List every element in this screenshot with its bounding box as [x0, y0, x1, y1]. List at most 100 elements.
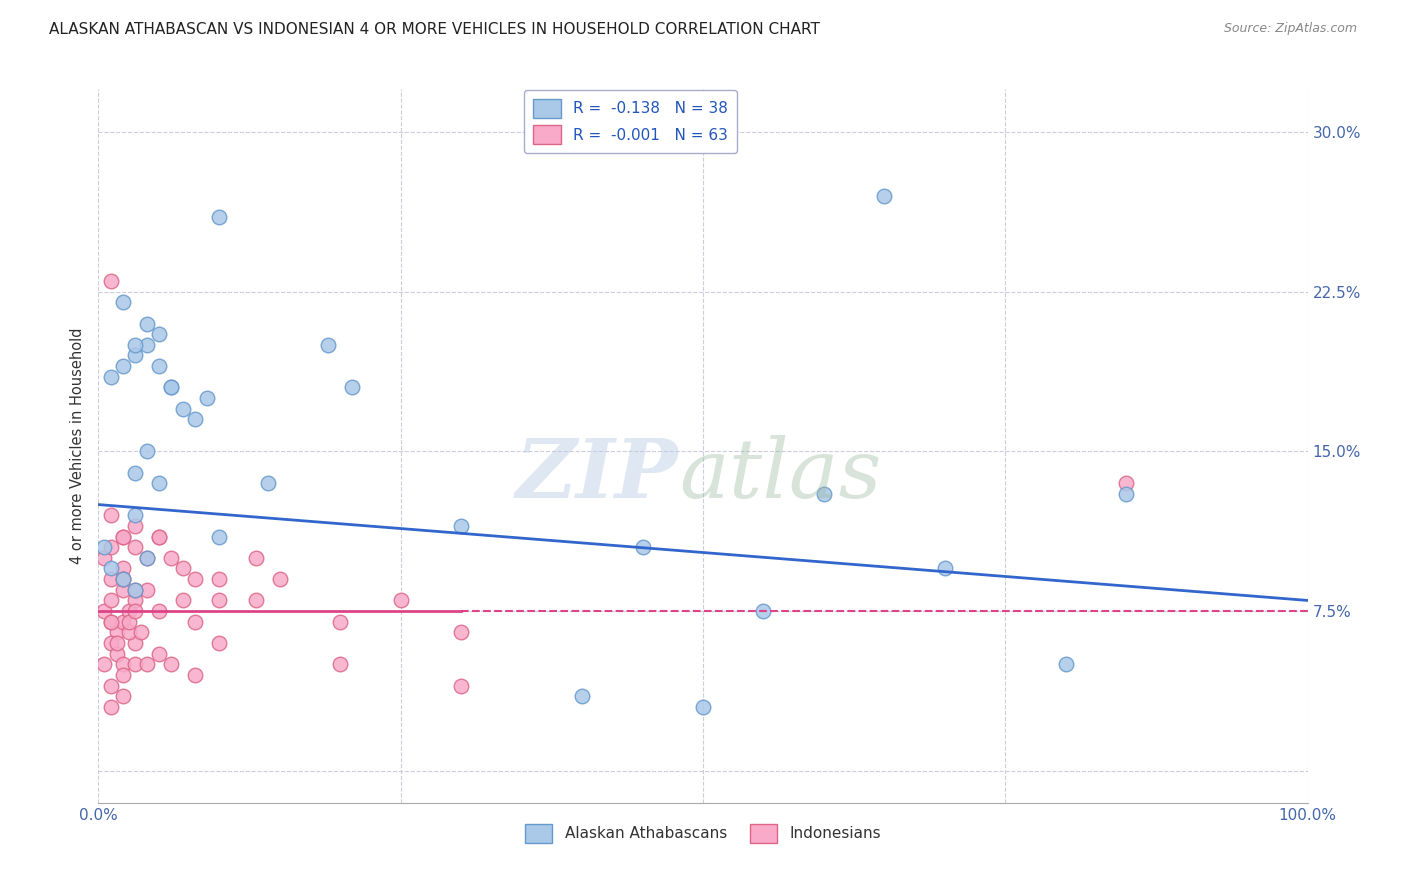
Point	[269, 572, 291, 586]
Point	[124, 540, 146, 554]
Point	[692, 700, 714, 714]
Point	[124, 519, 146, 533]
Point	[129, 625, 152, 640]
Point	[135, 550, 157, 565]
Point	[316, 338, 339, 352]
Point	[100, 572, 122, 586]
Point	[208, 636, 231, 650]
Point	[135, 444, 157, 458]
Point	[124, 508, 146, 523]
Point	[111, 359, 134, 373]
Point	[208, 572, 231, 586]
Point	[111, 561, 134, 575]
Point	[111, 295, 134, 310]
Point	[100, 679, 122, 693]
Point	[160, 380, 183, 394]
Point	[105, 625, 128, 640]
Point	[100, 274, 122, 288]
Point	[329, 657, 352, 672]
Point	[100, 561, 122, 575]
Point	[100, 615, 122, 629]
Text: atlas: atlas	[679, 434, 882, 515]
Point	[148, 647, 170, 661]
Point	[135, 550, 157, 565]
Point	[160, 380, 183, 394]
Point	[329, 615, 352, 629]
Point	[118, 615, 141, 629]
Point	[100, 369, 122, 384]
Point	[934, 561, 956, 575]
Point	[450, 519, 472, 533]
Point	[135, 338, 157, 352]
Point	[450, 679, 472, 693]
Point	[245, 593, 267, 607]
Point	[1054, 657, 1077, 672]
Point	[873, 188, 896, 202]
Point	[1115, 476, 1137, 491]
Point	[148, 327, 170, 342]
Point	[389, 593, 412, 607]
Point	[631, 540, 654, 554]
Point	[184, 668, 207, 682]
Point	[100, 540, 122, 554]
Point	[184, 572, 207, 586]
Point	[160, 550, 183, 565]
Point	[100, 508, 122, 523]
Point	[172, 593, 194, 607]
Point	[100, 615, 122, 629]
Point	[111, 657, 134, 672]
Point	[148, 359, 170, 373]
Point	[195, 391, 218, 405]
Point	[124, 593, 146, 607]
Point	[172, 401, 194, 416]
Point	[752, 604, 775, 618]
Point	[111, 690, 134, 704]
Point	[124, 466, 146, 480]
Point	[100, 636, 122, 650]
Point	[124, 338, 146, 352]
Point	[184, 615, 207, 629]
Point	[172, 561, 194, 575]
Point	[111, 582, 134, 597]
Point	[208, 529, 231, 543]
Point	[1115, 487, 1137, 501]
Point	[111, 572, 134, 586]
Point	[93, 540, 115, 554]
Point	[813, 487, 835, 501]
Point	[135, 317, 157, 331]
Point	[111, 668, 134, 682]
Point	[105, 636, 128, 650]
Text: Source: ZipAtlas.com: Source: ZipAtlas.com	[1223, 22, 1357, 36]
Point	[93, 657, 115, 672]
Point	[245, 550, 267, 565]
Point	[450, 625, 472, 640]
Point	[160, 657, 183, 672]
Point	[93, 604, 115, 618]
Point	[105, 647, 128, 661]
Point	[124, 582, 146, 597]
Point	[118, 604, 141, 618]
Point	[124, 657, 146, 672]
Y-axis label: 4 or more Vehicles in Household: 4 or more Vehicles in Household	[70, 327, 86, 565]
Point	[135, 582, 157, 597]
Point	[124, 349, 146, 363]
Point	[148, 529, 170, 543]
Point	[100, 700, 122, 714]
Point	[148, 604, 170, 618]
Point	[571, 690, 593, 704]
Point	[184, 412, 207, 426]
Point	[135, 657, 157, 672]
Point	[256, 476, 278, 491]
Point	[208, 210, 231, 224]
Point	[124, 636, 146, 650]
Point	[111, 615, 134, 629]
Point	[148, 529, 170, 543]
Text: ZIP: ZIP	[516, 434, 679, 515]
Point	[342, 380, 364, 394]
Text: ALASKAN ATHABASCAN VS INDONESIAN 4 OR MORE VEHICLES IN HOUSEHOLD CORRELATION CHA: ALASKAN ATHABASCAN VS INDONESIAN 4 OR MO…	[49, 22, 820, 37]
Point	[124, 604, 146, 618]
Point	[111, 572, 134, 586]
Legend: Alaskan Athabascans, Indonesians: Alaskan Athabascans, Indonesians	[519, 818, 887, 848]
Point	[124, 582, 146, 597]
Point	[118, 625, 141, 640]
